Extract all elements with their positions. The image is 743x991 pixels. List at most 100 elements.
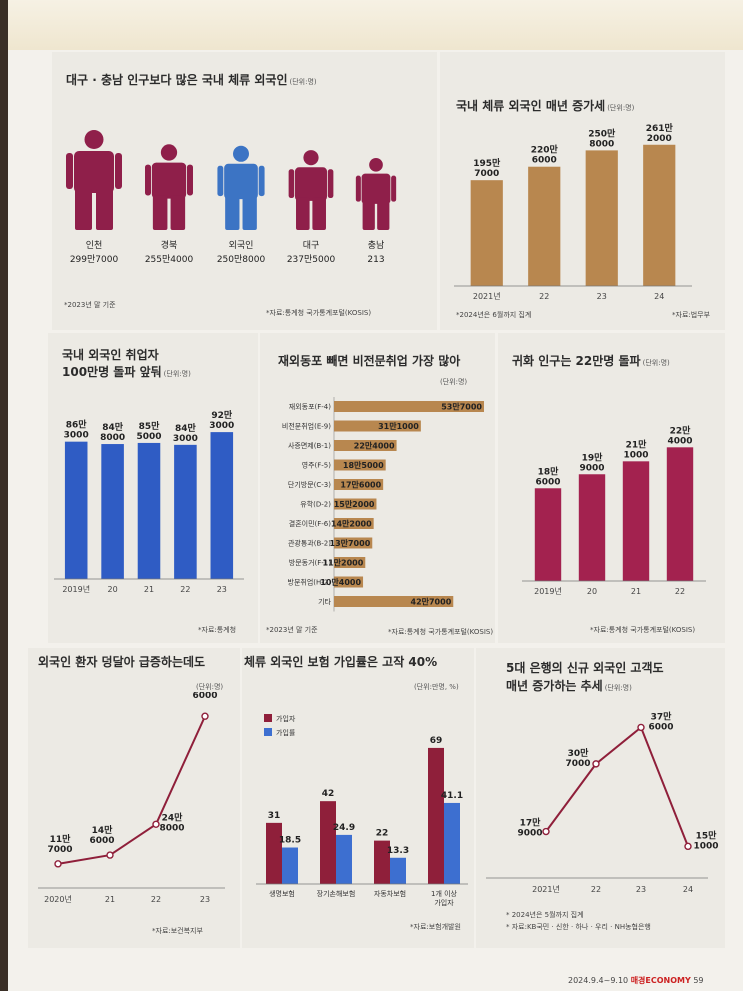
data-label: 92만 bbox=[211, 409, 233, 421]
person-icon bbox=[288, 150, 334, 230]
bank-title-line1: 5대 은행의 신규 외국인 고객도 bbox=[506, 661, 664, 675]
bar bbox=[210, 432, 234, 579]
panel-bank: 5대 은행의 신규 외국인 고객도 매년 증가하는 추세 (단위:명) 17만 90… bbox=[476, 648, 725, 948]
data-label: 22 bbox=[376, 829, 389, 839]
data-label: 261만 bbox=[646, 122, 674, 134]
patients-unit: (단위:명) bbox=[196, 683, 224, 691]
data-label: 8000 bbox=[159, 823, 184, 833]
person-torso bbox=[295, 167, 327, 201]
data-label: 3000 bbox=[64, 431, 89, 441]
person-leg bbox=[362, 201, 375, 230]
visa-source: *자료:통계청 국가통계포털(KOSIS) bbox=[388, 628, 494, 636]
tick-label: 21 bbox=[105, 895, 115, 904]
naturalized-unit: (단위:명) bbox=[642, 359, 670, 367]
data-label: 53만7000 bbox=[441, 402, 482, 412]
person-arm bbox=[258, 165, 265, 197]
bar bbox=[320, 801, 336, 884]
data-label: 1000 bbox=[693, 841, 718, 851]
data-label: 11만 bbox=[50, 833, 72, 845]
tick-label: 23 bbox=[217, 585, 227, 594]
annual-title: 국내 체류 외국인 매년 증가세 (단위:명) bbox=[456, 99, 635, 113]
data-point bbox=[684, 842, 692, 851]
data-point bbox=[592, 760, 600, 768]
person-torso bbox=[224, 163, 258, 200]
data-label: 299만7000 bbox=[70, 254, 119, 265]
employed-source: *자료:통계청 bbox=[198, 626, 237, 634]
data-label: 2000 bbox=[647, 134, 672, 144]
data-label: 1000 bbox=[623, 450, 648, 460]
visa-unit: (단위:명) bbox=[440, 378, 468, 386]
data-label: 18.5 bbox=[279, 836, 301, 846]
person-arm bbox=[327, 169, 334, 199]
bar bbox=[266, 822, 282, 884]
naturalized-source: *자료:통계청 국가통계포털(KOSIS) bbox=[590, 626, 696, 634]
tick-label: 유학(D-2) bbox=[300, 500, 331, 509]
data-point bbox=[106, 851, 114, 859]
tick-label: 2020년 bbox=[44, 894, 72, 904]
tick-label: 22 bbox=[675, 587, 685, 596]
bar bbox=[137, 442, 161, 579]
person-arm bbox=[115, 153, 122, 189]
bar bbox=[444, 802, 460, 884]
insurance-unit: (단위:만명, %) bbox=[414, 683, 459, 691]
tick-label: 사증면제(B-1) bbox=[288, 441, 331, 450]
person-torso bbox=[151, 162, 187, 199]
visa-title: 재외동포 빼면 비전문취업 가장 많아 bbox=[278, 354, 461, 368]
person-leg bbox=[96, 189, 113, 230]
tick-label: 2021년 bbox=[473, 291, 501, 301]
bar bbox=[334, 596, 454, 607]
data-label: 14만 bbox=[92, 824, 114, 836]
person-icon bbox=[217, 145, 265, 230]
panel-visa: 재외동포 빼면 비전문취업 가장 많아 (단위:명) 재외동포(F-4) 53만7… bbox=[260, 333, 495, 643]
tick-label: 23 bbox=[636, 885, 646, 894]
footer-page: 59 bbox=[693, 976, 704, 985]
data-point bbox=[54, 860, 62, 868]
data-label: 37만 bbox=[651, 710, 673, 722]
series-line bbox=[545, 725, 689, 847]
data-label: 18만 bbox=[538, 465, 560, 477]
tick-label: 20 bbox=[587, 587, 597, 596]
person-arm bbox=[66, 153, 73, 189]
person-leg bbox=[152, 195, 168, 230]
data-label: 11만2000 bbox=[323, 558, 364, 568]
data-label: 24만 bbox=[162, 811, 184, 823]
bar bbox=[428, 747, 444, 884]
tick-label: 자동차보험 bbox=[374, 889, 406, 898]
person-head bbox=[233, 145, 249, 162]
person-arm bbox=[288, 169, 295, 199]
person-head bbox=[160, 144, 178, 161]
tick-label: 방문취업(H-2) bbox=[288, 578, 332, 587]
data-label: 17만6000 bbox=[340, 480, 381, 490]
footer-date: 2024.9.4~9.10 bbox=[568, 976, 629, 985]
data-label: 3000 bbox=[173, 434, 198, 444]
data-label: 17만 bbox=[520, 817, 542, 829]
legend-swatch bbox=[264, 728, 272, 736]
bar bbox=[334, 420, 421, 432]
data-point bbox=[152, 820, 160, 829]
legend-label: 가입자 bbox=[276, 714, 296, 723]
data-label: 15만2000 bbox=[334, 499, 375, 509]
data-point bbox=[201, 712, 209, 720]
data-label: 84만 bbox=[175, 422, 197, 434]
bank-title-line2: 매년 증가하는 추세 (단위:명) bbox=[506, 679, 632, 693]
data-label: 42만7000 bbox=[411, 597, 452, 607]
series-line bbox=[57, 715, 206, 865]
data-label: 250만8000 bbox=[217, 254, 266, 265]
panel-regions: 대구 · 충남 인구보다 많은 국내 체류 외국인 (단위:명) 인천 299만70… bbox=[52, 52, 437, 330]
data-label: 84만 bbox=[102, 421, 124, 433]
tick-label: 24 bbox=[654, 292, 664, 301]
tick-label: 영주(F-5) bbox=[302, 461, 332, 470]
data-label: 255만4000 bbox=[145, 254, 194, 265]
panel-insurance: 체류 외국인 보험 가입률은 고작 40% (단위:만명, %) 가입자 가입률 3… bbox=[242, 648, 474, 948]
bar bbox=[528, 166, 561, 286]
data-label: 6000 bbox=[648, 722, 673, 732]
visa-chart: 재외동포(F-4) 53만7000 비전문취업(E-9) 31만1000 사증면제(B-… bbox=[282, 397, 484, 612]
person-head bbox=[84, 130, 104, 149]
tick-label: 재외동포(F-4) bbox=[289, 402, 331, 411]
person-head bbox=[369, 158, 383, 172]
tick-label: 21 bbox=[144, 585, 154, 594]
visa-note: *2023년 말 기준 bbox=[266, 626, 318, 634]
data-label: 7000 bbox=[565, 759, 590, 769]
